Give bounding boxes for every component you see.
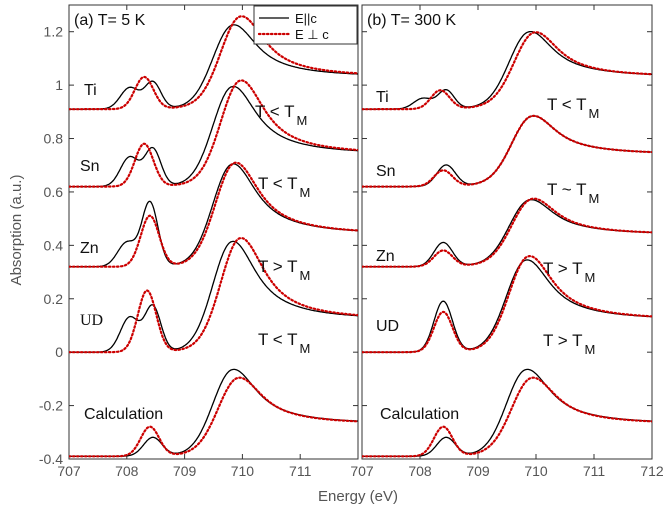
legend-label: E ⊥ c	[295, 27, 329, 42]
x-tick-label: 707	[57, 463, 81, 479]
plot-frame	[68, 4, 359, 460]
series-line-sn-parallel	[69, 85, 358, 188]
panel-title: (a) T= 5 K	[74, 12, 146, 29]
y-tick-label: 0	[55, 344, 63, 360]
sample-label-sn: Sn	[376, 163, 396, 180]
sample-label-calculation: Calculation	[84, 406, 163, 423]
y-tick-label: 0.8	[44, 131, 64, 147]
y-tick-label: 1.2	[44, 24, 64, 40]
y-tick-label: -0.2	[39, 398, 63, 414]
series-line-ti-perpendicular	[362, 31, 652, 111]
panel-title: (b) T= 300 K	[367, 12, 456, 29]
series-line-ud-perpendicular	[362, 255, 652, 354]
sample-label-ti: Ti	[376, 89, 389, 106]
x-tick-label: 711	[583, 463, 606, 479]
sample-label-zn: Zn	[376, 248, 395, 265]
series-line-ud-parallel	[362, 259, 652, 353]
series-line-zn-perpendicular	[362, 197, 652, 268]
x-tick-label: 712	[640, 463, 663, 479]
series-line-ti-parallel	[362, 30, 652, 110]
y-tick-label: 0.2	[44, 291, 64, 307]
series-line-ti-parallel	[69, 24, 358, 110]
panel-a: 707 708 709 710 711 -0.4 -0.2 0 0.2 0.4 0.6 0.8 1 1.2…	[39, 4, 359, 479]
x-tick-label: 709	[173, 463, 197, 479]
x-axis-title: Energy (eV)	[318, 488, 398, 505]
panel-b: 707 708 709 710 711 712 Ti T < T M Sn T ~ T M Zn T > …	[350, 4, 663, 479]
y-axis-title: Absorption (a.u.)	[8, 175, 25, 286]
x-tick-label: 709	[466, 463, 490, 479]
sample-label-ud: UD	[80, 312, 103, 329]
series-line-sn-parallel	[362, 115, 652, 188]
sample-label-ti: Ti	[84, 82, 97, 99]
series-line-ud-perpendicular	[69, 236, 358, 354]
y-tick-label: 0.4	[44, 237, 64, 253]
x-tick-label: 708	[115, 463, 139, 479]
legend-label: E||c	[295, 11, 317, 26]
plot-frame	[361, 4, 653, 460]
x-tick-label: 710	[231, 463, 255, 479]
series-line-ti-perpendicular	[69, 15, 358, 111]
x-tick-label: 707	[350, 463, 374, 479]
y-tick-label: 0.6	[44, 184, 64, 200]
x-tick-label: 710	[524, 463, 548, 479]
x-tick-label: 708	[408, 463, 432, 479]
series-line-calculation-perpendicular	[362, 376, 652, 458]
sample-label-zn: Zn	[80, 240, 99, 257]
series-line-sn-perpendicular	[362, 114, 652, 188]
y-tick-label: 1	[55, 77, 63, 93]
series-line-zn-parallel	[69, 163, 358, 268]
x-tick-label: 711	[289, 463, 312, 479]
sample-label-ud: UD	[376, 318, 399, 335]
series-line-sn-perpendicular	[69, 79, 358, 188]
series-line-ud-parallel	[69, 240, 358, 353]
y-tick-label: -0.4	[39, 451, 63, 467]
sample-label-sn: Sn	[80, 158, 100, 175]
series-line-calculation-perpendicular	[69, 376, 358, 458]
series-line-zn-perpendicular	[69, 161, 358, 268]
sample-label-calculation: Calculation	[380, 406, 459, 423]
legend: E||cE ⊥ c	[253, 5, 358, 45]
